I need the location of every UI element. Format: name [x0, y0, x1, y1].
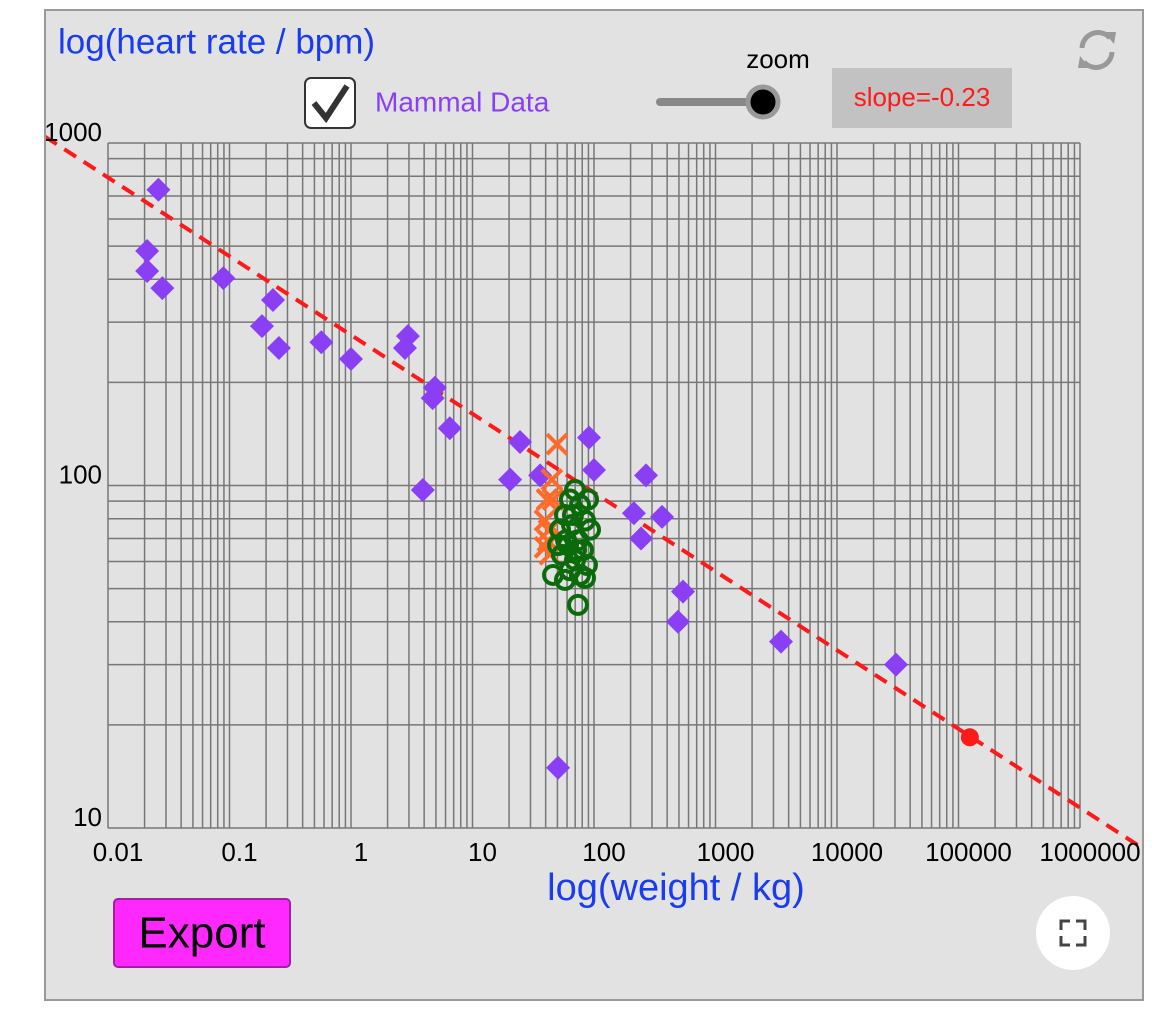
refresh-arrows — [1078, 32, 1116, 68]
selected-point — [960, 728, 979, 747]
y-axis-title: log(heart rate / bpm) — [58, 22, 375, 61]
mammal-point — [650, 504, 675, 529]
checkbox-label: Mammal Data — [375, 86, 550, 117]
zoom-slider[interactable] — [656, 84, 781, 120]
y-tick-label: 1000 — [44, 117, 102, 147]
circle-point — [561, 504, 584, 527]
x-tick-label: 0.1 — [221, 837, 257, 867]
x-tick-label: 0.01 — [93, 837, 144, 867]
mammal-point — [546, 755, 571, 780]
mammal-point — [498, 467, 523, 492]
cross-point — [535, 488, 559, 511]
mammal-point — [634, 463, 659, 488]
x-tick-label: 1 — [354, 837, 368, 867]
zoom-label: zoom — [746, 44, 810, 74]
mammal-point — [266, 336, 291, 361]
mammal-point — [260, 288, 285, 313]
fullscreen-bg[interactable] — [1036, 896, 1110, 970]
cross-point — [545, 432, 569, 456]
mammal-point — [670, 579, 695, 604]
mammal-point — [528, 463, 553, 488]
circle-point — [577, 488, 600, 511]
circle-point — [566, 593, 589, 616]
mammal-point — [150, 276, 175, 301]
mammal-point — [621, 501, 646, 526]
x-tick-label: 100000 — [925, 837, 1012, 867]
mammal-point — [768, 629, 793, 654]
mammal-point — [146, 177, 171, 202]
mammal-point — [507, 429, 532, 454]
slope-label: slope=-0.23 — [854, 82, 991, 112]
mammal-point — [309, 330, 334, 355]
x-tick-label: 1000000 — [1039, 837, 1140, 867]
slope-box — [832, 68, 1012, 128]
y-tick-label: 100 — [59, 459, 102, 489]
circle-point — [553, 568, 576, 591]
export-button[interactable]: Export — [113, 898, 291, 968]
fullscreen-button[interactable] — [1036, 896, 1110, 970]
check-mark — [311, 84, 350, 124]
mammal-point — [582, 457, 606, 482]
circle-point — [547, 534, 570, 557]
x-tick-label: 10000 — [811, 837, 883, 867]
mammal-point — [420, 386, 445, 411]
x-tick-label: 100 — [582, 837, 625, 867]
mammal-point — [211, 266, 236, 291]
mammal-point — [437, 416, 462, 441]
mammal-point — [135, 238, 160, 263]
plot-area — [46, 134, 1142, 851]
x-axis-title: log(weight / kg) — [547, 867, 805, 909]
circle-point — [573, 566, 596, 589]
cross-point — [540, 468, 564, 492]
circle-point — [579, 518, 602, 541]
checkbox-box[interactable] — [304, 77, 356, 129]
mammal-point — [577, 425, 602, 450]
mammal-point — [249, 314, 274, 339]
fullscreen-icon — [1059, 919, 1087, 947]
export-label: Export — [138, 909, 265, 958]
mammal-point — [135, 258, 160, 283]
mammal-point — [629, 526, 654, 551]
slider-knob[interactable] — [745, 84, 781, 120]
mammal-point — [884, 652, 909, 677]
x-tick-label: 10 — [468, 837, 497, 867]
checkbox[interactable] — [304, 77, 356, 129]
circle-point — [542, 563, 565, 586]
refresh-icon[interactable] — [1078, 30, 1116, 70]
x-tick-label: 1000 — [697, 837, 755, 867]
mammal-point — [392, 336, 417, 361]
mammal-point — [339, 347, 363, 372]
mammal-point — [410, 478, 435, 503]
y-tick-label: 10 — [73, 802, 102, 832]
export-button-bg[interactable] — [113, 898, 291, 968]
mammal-point — [665, 609, 690, 634]
